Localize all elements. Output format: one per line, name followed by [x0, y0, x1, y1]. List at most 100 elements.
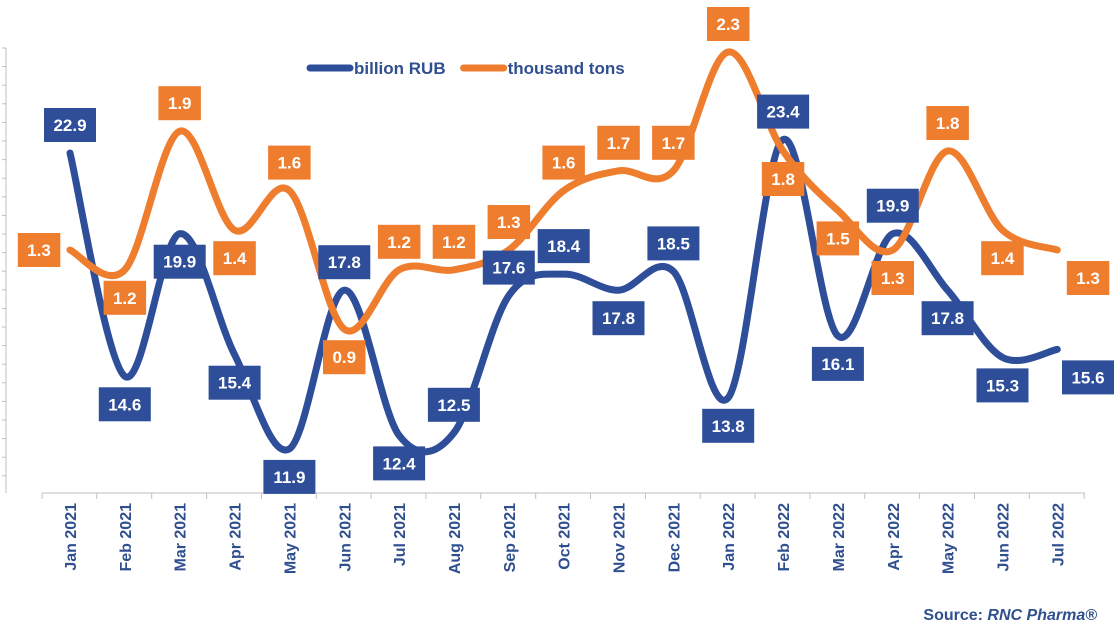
- data-label-value: 13.8: [712, 417, 745, 436]
- data-label-box: [926, 106, 969, 140]
- data-label-box: [981, 241, 1024, 276]
- x-tick-label: May 2021: [282, 503, 299, 574]
- data-label-box: [866, 188, 919, 223]
- data-label-thousand-tons: 0.9: [323, 340, 366, 375]
- legend-item-billion-rub: billion RUB: [306, 59, 446, 78]
- data-label-box: [98, 387, 151, 422]
- data-label-box: [482, 250, 535, 285]
- data-label-box: [871, 261, 914, 295]
- data-label-box: [432, 224, 476, 259]
- legend-label: thousand tons: [508, 59, 625, 78]
- data-label-box: [542, 145, 585, 180]
- x-tick-label: Apr 2022: [886, 503, 903, 571]
- data-label-billion-rub: 19.9: [153, 244, 206, 279]
- data-label-box: [761, 162, 805, 196]
- data-label-value: 17.8: [328, 253, 361, 272]
- source-note: Source: RNC Pharma®: [923, 607, 1097, 625]
- data-label-box: [811, 346, 864, 381]
- data-label-billion-rub: 17.6: [482, 250, 535, 285]
- data-label-billion-rub: 17.8: [592, 301, 645, 336]
- data-labels: 22.9 14.6 19.9 15.4 11.9 17.8 12.4 12.5 17.6 18.4…: [17, 7, 1114, 494]
- data-label-box: [263, 459, 316, 494]
- data-label-thousand-tons: 1.7: [652, 125, 695, 160]
- data-label-value: 17.8: [931, 309, 964, 328]
- x-tick-label: Sep 2021: [502, 503, 519, 572]
- data-label-box: [652, 125, 695, 160]
- data-label-thousand-tons: 1.4: [981, 241, 1024, 276]
- data-label-value: 1.8: [771, 170, 795, 189]
- data-label-value: 14.6: [108, 395, 141, 414]
- data-label-box: [373, 446, 426, 481]
- data-label-value: 12.4: [383, 454, 417, 473]
- data-label-box: [487, 205, 531, 239]
- x-tick-label: Mar 2022: [831, 503, 848, 572]
- x-tick-labels: Jan 2021 Feb 2021 Mar 2021 Apr 2021 May 2021…: [63, 503, 1067, 574]
- data-label-value: 19.9: [876, 197, 909, 216]
- data-label-value: 22.9: [53, 116, 86, 135]
- data-label-box: [707, 7, 750, 41]
- data-label-billion-rub: 11.9: [263, 459, 316, 494]
- data-label-value: 18.4: [547, 237, 581, 256]
- data-label-billion-rub: 19.9: [866, 188, 919, 223]
- data-label-value: 11.9: [273, 468, 305, 487]
- data-label-value: 1.2: [113, 289, 137, 308]
- data-label-billion-rub: 18.5: [647, 226, 700, 261]
- x-tick-label: Jun 2021: [337, 503, 354, 572]
- data-label-value: 1.7: [662, 134, 686, 153]
- data-label-box: [103, 280, 147, 315]
- x-tick-label: Jan 2021: [63, 503, 80, 571]
- data-label-billion-rub: 14.6: [98, 387, 151, 422]
- legend-item-thousand-tons: thousand tons: [460, 59, 625, 78]
- data-label-box: [208, 365, 261, 400]
- data-label-value: 1.6: [552, 154, 576, 173]
- data-label-box: [377, 224, 421, 259]
- data-label-box: [323, 340, 366, 375]
- data-label-box: [647, 226, 700, 261]
- data-label-box: [213, 241, 256, 276]
- data-label-box: [757, 94, 810, 129]
- data-label-billion-rub: 15.3: [976, 368, 1029, 403]
- data-label-box: [1062, 360, 1114, 395]
- data-label-billion-rub: 15.4: [208, 365, 261, 400]
- data-label-value: 1.3: [27, 241, 51, 260]
- data-label-billion-rub: 15.6: [1062, 360, 1114, 395]
- data-label-box: [17, 233, 61, 267]
- data-label-billion-rub: 12.4: [373, 446, 426, 481]
- data-label-value: 17.8: [602, 309, 635, 328]
- data-label-value: 1.3: [497, 213, 521, 232]
- data-label-box: [702, 408, 755, 443]
- x-tick-label: May 2022: [941, 503, 958, 574]
- data-label-value: 15.3: [986, 376, 1019, 395]
- data-label-value: 12.5: [437, 396, 470, 415]
- data-label-box: [537, 229, 590, 264]
- data-label-thousand-tons: 1.5: [816, 221, 860, 256]
- data-label-thousand-tons: 1.9: [158, 86, 201, 121]
- x-tick-label: Jul 2021: [392, 503, 409, 566]
- data-label-value: 15.6: [1071, 368, 1104, 387]
- legend: billion RUB thousand tons: [306, 59, 625, 78]
- data-label-value: 2.3: [716, 15, 740, 34]
- data-label-thousand-tons: 1.7: [597, 125, 640, 160]
- data-label-value: 0.9: [332, 348, 356, 367]
- data-label-value: 15.4: [218, 374, 252, 393]
- data-label-thousand-tons: 1.2: [103, 280, 147, 315]
- x-tick-label: Dec 2021: [666, 503, 683, 572]
- x-tick-label: Jul 2022: [1050, 503, 1067, 566]
- data-label-box: [427, 387, 480, 422]
- x-tick-label: Nov 2021: [612, 503, 629, 573]
- data-label-box: [592, 301, 645, 336]
- data-label-box: [921, 301, 974, 336]
- data-label-billion-rub: 16.1: [811, 346, 864, 381]
- data-label-thousand-tons: 1.3: [871, 261, 914, 295]
- data-label-thousand-tons: 1.4: [213, 241, 256, 276]
- data-label-value: 1.6: [278, 154, 302, 173]
- x-tick-label: Feb 2022: [776, 503, 793, 572]
- data-label-value: 1.3: [1076, 269, 1100, 288]
- x-tick-label: Mar 2021: [173, 503, 190, 572]
- data-label-thousand-tons: 1.8: [761, 162, 805, 196]
- data-label-thousand-tons: 1.6: [542, 145, 585, 180]
- data-label-value: 18.5: [657, 234, 690, 253]
- data-label-box: [318, 245, 371, 280]
- data-label-box: [976, 368, 1029, 403]
